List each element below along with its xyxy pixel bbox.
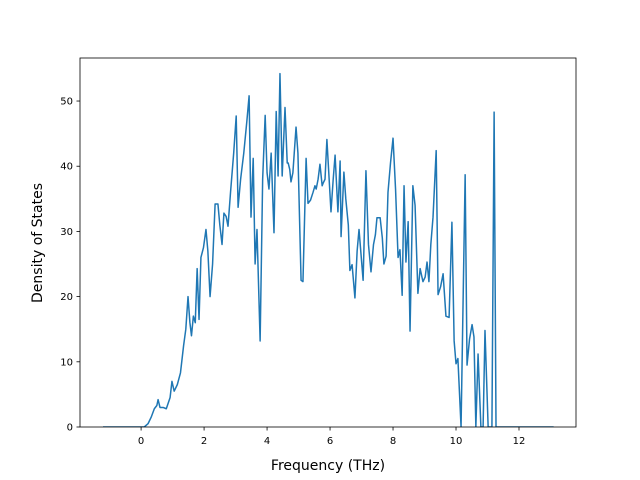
x-tick-label: 0 [138,436,144,447]
x-tick-label: 8 [390,436,396,447]
y-tick-label: 20 [60,292,73,303]
x-tick-label: 2 [201,436,207,447]
y-tick-label: 40 [60,162,73,173]
x-tick-label: 10 [450,436,463,447]
x-tick-label: 6 [327,436,333,447]
plot-frame [79,57,577,428]
y-tick-label: 10 [60,357,73,368]
y-tick-label: 30 [60,227,73,238]
x-tick-label: 12 [513,436,526,447]
y-axis-label: Density of States [30,183,46,303]
x-axis-label: Frequency (THz) [271,458,385,474]
y-tick-label: 0 [67,423,73,434]
y-tick-label: 50 [60,97,73,108]
data-line [102,72,554,427]
x-tick-label: 4 [264,436,270,447]
